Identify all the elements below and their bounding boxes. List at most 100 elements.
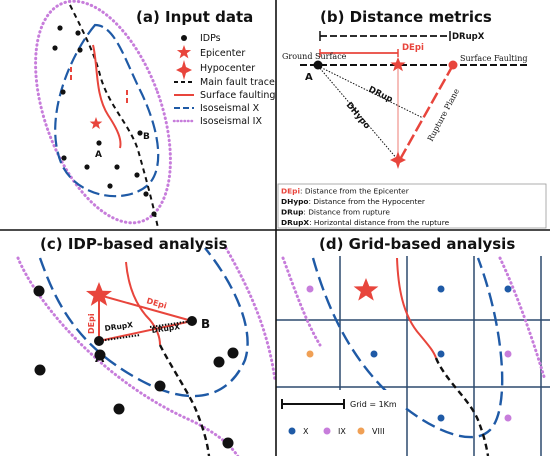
panel-b: (b) Distance metrics DRupX DEpi Ground S… bbox=[277, 8, 547, 229]
idp-label-b: B bbox=[201, 317, 210, 331]
idp-point bbox=[34, 364, 46, 376]
idp-label-a: A bbox=[95, 150, 102, 160]
idp-point bbox=[143, 191, 149, 197]
panel-d: (d) Grid-based analysis bbox=[276, 235, 550, 456]
surface-faulting bbox=[92, 44, 122, 149]
isoseismal-ix-contour bbox=[34, 0, 172, 225]
idp-point-b bbox=[187, 316, 197, 326]
site-label-a: A bbox=[305, 72, 313, 83]
grid-point-ix bbox=[504, 350, 512, 358]
grid-point-x bbox=[504, 285, 512, 293]
idp-points bbox=[33, 285, 239, 449]
idp-point bbox=[84, 164, 90, 170]
idp-point bbox=[60, 89, 66, 95]
drupx-line-b bbox=[149, 320, 193, 328]
main-fault-trace bbox=[69, 4, 159, 229]
epicenter-star bbox=[390, 57, 406, 72]
idp-point bbox=[33, 285, 45, 297]
legend-x-symbol bbox=[288, 427, 296, 435]
grid-point-ix bbox=[306, 285, 314, 293]
legend-hypocenter-label: Hypocenter bbox=[200, 63, 255, 74]
depi-label: DEpi bbox=[402, 43, 424, 53]
isoseismal-ix-contour bbox=[281, 256, 322, 347]
rupture-plane-line bbox=[396, 64, 455, 164]
definition-drup: DRup: Distance from rupture bbox=[281, 208, 390, 217]
idp-point bbox=[222, 437, 234, 449]
idp-point bbox=[114, 164, 120, 170]
legend-viii-label: VIII bbox=[372, 427, 385, 436]
grid-size-label: Grid = 1Km bbox=[350, 400, 397, 409]
isoseismal-x-contour bbox=[54, 23, 160, 198]
legend-ix-symbol bbox=[323, 427, 331, 435]
grid-point-ix bbox=[504, 414, 512, 422]
panel-d-title: (d) Grid-based analysis bbox=[319, 235, 515, 253]
isoseismal-ix-contour bbox=[498, 256, 547, 382]
epicenter-star bbox=[353, 278, 379, 301]
grid-point-x bbox=[370, 350, 378, 358]
grid-point-x bbox=[437, 285, 445, 293]
surface-faulting bbox=[125, 261, 161, 346]
surface-faulting-label: Surface Faulting bbox=[460, 54, 527, 63]
hypocenter-symbol bbox=[390, 151, 406, 169]
idp-point bbox=[213, 356, 225, 368]
legend-ix-label: IX bbox=[338, 427, 346, 436]
drupx-label-left: DRupX bbox=[104, 320, 134, 333]
idp-point bbox=[151, 211, 157, 217]
depi-label-left: DEpi bbox=[87, 313, 96, 334]
legend-idp-symbol bbox=[181, 35, 187, 41]
grid-legend-panel bbox=[277, 390, 405, 456]
panel-c-title: (c) IDP-based analysis bbox=[40, 235, 228, 253]
idp-point bbox=[57, 25, 63, 31]
definitions-box bbox=[277, 183, 547, 229]
idp-label-a: A bbox=[95, 351, 105, 365]
panel-a-title: (a) Input data bbox=[136, 8, 253, 26]
definitions-list: DEpi: Distance from the Epicenter DHypo:… bbox=[281, 187, 450, 228]
depi-line-b bbox=[98, 294, 193, 322]
isoseismal-ix-contour bbox=[224, 246, 276, 382]
epicenter-star bbox=[86, 282, 112, 306]
epicenter-star bbox=[89, 117, 103, 129]
idp-point bbox=[113, 403, 125, 415]
legend-x-label: X bbox=[303, 427, 309, 436]
surface-faulting bbox=[396, 257, 437, 359]
drupx-line-a bbox=[98, 334, 141, 342]
rupture-plane-label: Rupture Plane bbox=[426, 87, 461, 143]
idp-point bbox=[96, 140, 102, 146]
definition-depi: DEpi: Distance from the Epicenter bbox=[281, 187, 410, 196]
drupx-label-right: DRupX bbox=[151, 322, 181, 335]
legend-epicenter-star bbox=[176, 45, 192, 59]
main-fault-trace bbox=[158, 344, 211, 456]
ground-surface-label: Ground Surface bbox=[282, 52, 347, 61]
dhypo-label: DHypo bbox=[344, 101, 372, 132]
idp-point bbox=[137, 130, 143, 136]
main-fault-trace bbox=[434, 357, 490, 456]
site-point-a bbox=[313, 60, 323, 70]
legend-viii-symbol bbox=[357, 427, 365, 435]
panel-c: DEpi DEpi DRupX DRupX A B bbox=[16, 235, 276, 456]
isoseismal-x-contour bbox=[311, 257, 504, 439]
panel-a-legend: IDPs Epicenter Hypocenter Main fault tra… bbox=[172, 33, 275, 127]
grid-point-viii bbox=[306, 350, 314, 358]
definition-dhypo: DHypo: Distance from the Hypocenter bbox=[281, 197, 426, 206]
idp-point bbox=[75, 30, 81, 36]
legend-hypocenter-symbol bbox=[176, 60, 192, 80]
dhypo-line bbox=[317, 65, 399, 161]
drupx-label: DRupX bbox=[452, 32, 485, 42]
grid-point-x bbox=[437, 350, 445, 358]
legend-idps-label: IDPs bbox=[200, 33, 221, 44]
legend-isoseismal-x-label: Isoseismal X bbox=[200, 103, 260, 114]
idp-point bbox=[107, 183, 113, 189]
idp-point bbox=[227, 347, 239, 359]
drup-label: DRup bbox=[367, 85, 395, 105]
legend-main-fault-label: Main fault trace bbox=[200, 77, 275, 88]
idp-label-b: B bbox=[143, 132, 150, 142]
idp-point-a bbox=[94, 336, 104, 346]
isoseismal-x-contour bbox=[38, 247, 249, 398]
legend-surface-faulting-label: Surface faulting bbox=[200, 90, 275, 101]
idp-point bbox=[52, 45, 58, 51]
panel-b-title: (b) Distance metrics bbox=[320, 8, 492, 26]
grid-point-x bbox=[437, 414, 445, 422]
definition-drupx: DRupX: Horizontal distance from the rupt… bbox=[281, 218, 450, 227]
